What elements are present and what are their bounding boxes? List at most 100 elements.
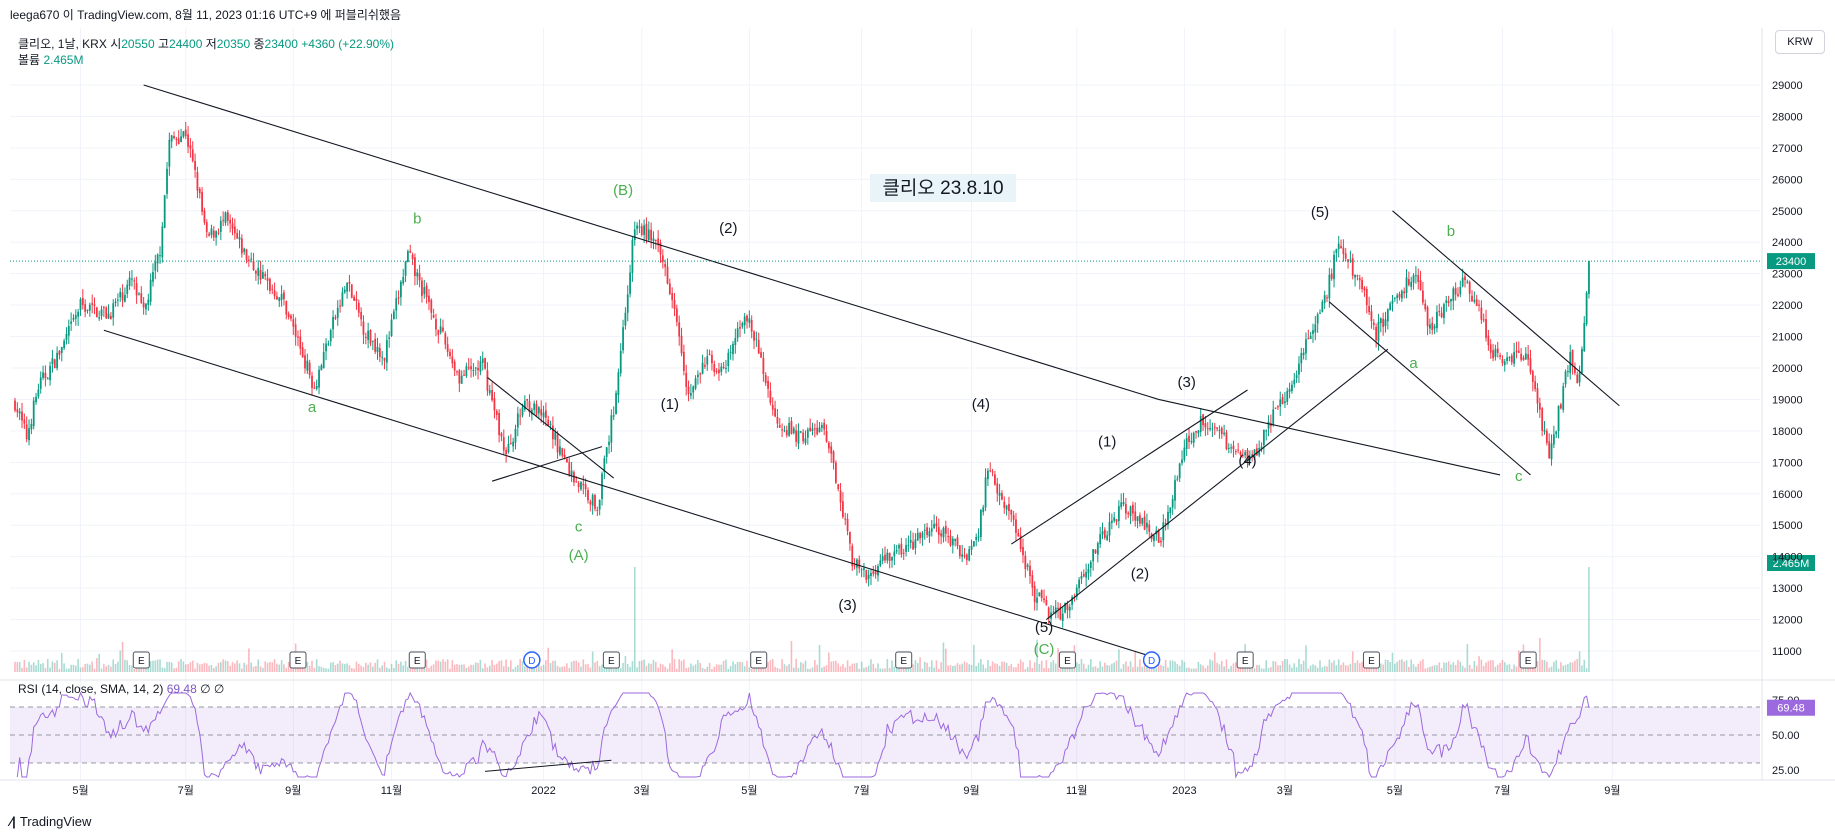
volume-bar xyxy=(685,668,688,672)
volume-bar xyxy=(1543,660,1546,672)
candle-body xyxy=(191,149,194,161)
volume-bar xyxy=(346,663,348,672)
candle-body xyxy=(488,390,491,394)
candle-body xyxy=(283,292,285,300)
candle-body xyxy=(1581,349,1583,373)
volume-bar xyxy=(189,662,192,672)
volume-bar xyxy=(1550,666,1553,672)
volume-bar xyxy=(959,664,961,672)
candle-body xyxy=(278,297,281,301)
volume-bar xyxy=(196,662,199,672)
candle-body xyxy=(1157,530,1160,543)
volume-bar xyxy=(996,663,999,672)
candle-body xyxy=(631,239,634,274)
chart-title-group: 클리오 23.8.10 xyxy=(870,174,1016,202)
earnings-marker-icon[interactable] xyxy=(132,651,150,669)
volume-bar xyxy=(1429,666,1431,672)
volume-bar xyxy=(619,668,622,672)
candle-body xyxy=(972,541,975,547)
dividend-marker-icon[interactable] xyxy=(523,651,541,669)
volume-bar xyxy=(608,665,610,672)
tradingview-logo[interactable]: ⁄| TradingView xyxy=(10,814,91,829)
candle-body xyxy=(916,532,919,541)
volume-bar xyxy=(35,665,37,672)
volume-bar xyxy=(823,666,825,672)
candle-body xyxy=(1127,512,1130,515)
earnings-marker-icon[interactable] xyxy=(289,651,307,669)
candle-body xyxy=(161,226,164,258)
candle-body xyxy=(1361,279,1363,289)
candle-body xyxy=(1333,254,1335,280)
earnings-marker-icon[interactable] xyxy=(895,651,913,669)
volume-bar xyxy=(507,666,510,672)
candle-body xyxy=(1164,523,1167,525)
volume-bar xyxy=(135,667,138,672)
candle-body xyxy=(624,312,627,326)
volume-bar xyxy=(914,660,917,672)
volume-bar xyxy=(44,667,47,672)
candle-body xyxy=(332,316,334,330)
volume-bar xyxy=(734,664,737,672)
candle-body xyxy=(416,272,419,277)
candle-body xyxy=(98,317,101,319)
earnings-marker-icon[interactable] xyxy=(408,651,426,669)
volume-bar xyxy=(662,664,664,672)
volume-bar xyxy=(1513,664,1515,672)
volume-bar xyxy=(1405,660,1408,672)
candle-body xyxy=(865,570,868,580)
candle-body xyxy=(1475,299,1478,306)
volume-bar xyxy=(1143,662,1146,672)
volume-bar xyxy=(1097,667,1099,672)
candle-body xyxy=(1552,434,1555,445)
earnings-marker-icon[interactable] xyxy=(1236,651,1254,669)
volume-bar xyxy=(1281,660,1284,672)
candle-body xyxy=(928,531,931,537)
earnings-marker-icon[interactable] xyxy=(750,651,768,669)
candle-body xyxy=(1019,535,1022,550)
candle-body xyxy=(1258,448,1261,456)
earnings-marker-icon[interactable] xyxy=(1519,651,1537,669)
volume-bar xyxy=(161,667,164,672)
volume-bar xyxy=(533,666,535,672)
currency-button[interactable]: KRW xyxy=(1775,30,1825,54)
volume-bar xyxy=(1263,668,1265,672)
volume-bar xyxy=(1557,668,1560,672)
candle-body xyxy=(1342,247,1345,255)
candle-body xyxy=(308,362,311,376)
candle-body xyxy=(516,413,519,428)
volume-bar xyxy=(117,661,119,672)
candle-body xyxy=(701,362,704,374)
volume-bar xyxy=(699,662,702,672)
volume-bar xyxy=(729,666,732,672)
volume-bar xyxy=(575,660,578,672)
earnings-marker-icon[interactable] xyxy=(1058,651,1076,669)
last-volume-tag xyxy=(1767,555,1815,571)
volume-bar xyxy=(556,665,559,672)
wave-label: (5) xyxy=(1035,619,1053,636)
candle-body xyxy=(956,537,959,546)
volume-bar xyxy=(311,660,313,672)
volume-bar xyxy=(774,666,776,672)
candle-body xyxy=(88,304,91,311)
candle-body xyxy=(1459,287,1462,295)
volume-bar xyxy=(339,660,341,672)
candle-body xyxy=(940,533,943,537)
candle-body xyxy=(689,393,692,396)
candle-body xyxy=(982,507,985,513)
candle-body xyxy=(446,344,449,352)
candle-body xyxy=(771,404,774,410)
candle-body xyxy=(760,352,762,358)
volume-bar xyxy=(1185,667,1188,672)
candle-body xyxy=(1571,349,1574,366)
earnings-marker-icon[interactable] xyxy=(1362,651,1380,669)
volume-bar xyxy=(1019,659,1022,672)
volume-bar xyxy=(816,664,818,672)
earnings-marker-icon[interactable] xyxy=(602,651,620,669)
volume-bar xyxy=(591,651,594,672)
candle-body xyxy=(774,408,776,417)
candle-body xyxy=(37,389,40,397)
candle-body xyxy=(1223,432,1226,434)
dividend-marker-icon[interactable] xyxy=(1142,651,1161,669)
